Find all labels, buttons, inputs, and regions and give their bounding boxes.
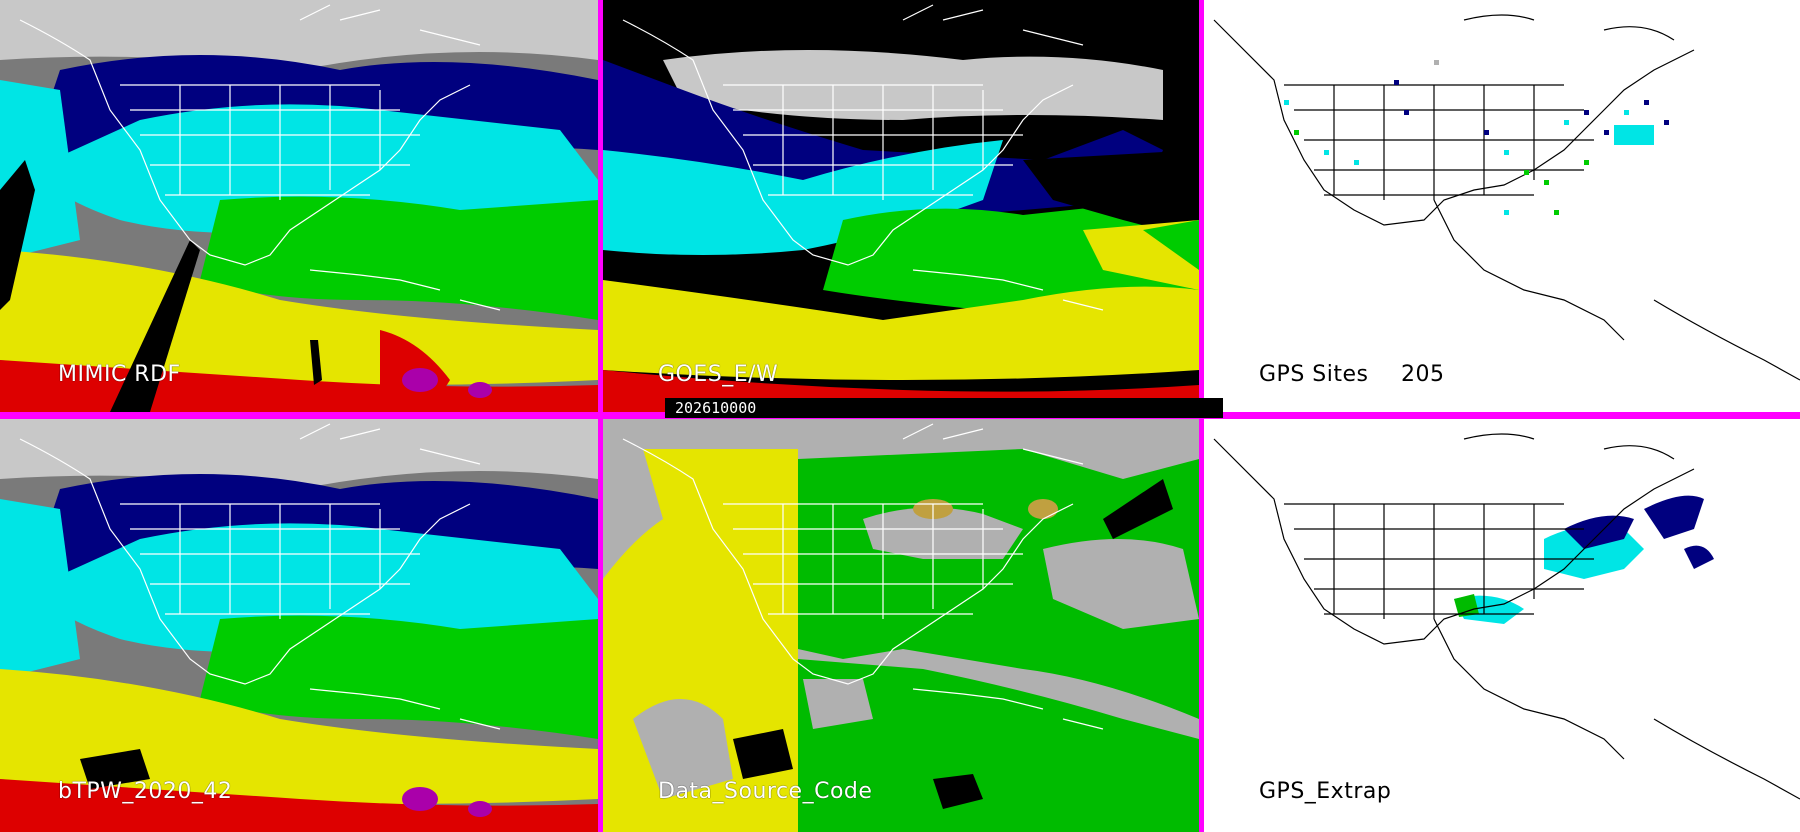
btpw-label: bTPW_2020_42 [58,779,233,804]
gps-extrap-panel: GPS_Extrap [1204,419,1800,832]
gps-sites-map [1213,14,1800,381]
goes-panel: GOES_E/W [603,0,1199,412]
btpw-map [0,419,598,832]
gps-sites-panel: GPS Sites 205 [1204,0,1800,412]
timestamp-bar: 202610000 [665,398,1223,418]
gps-site-markers [1284,60,1669,215]
mimic-map [0,0,598,412]
mimic-label: MIMIC RDF [58,362,181,387]
data-source-map [603,419,1199,832]
data-source-panel: Data_Source_Code [603,419,1199,832]
mimic-panel: MIMIC RDF [0,0,598,412]
gps-extrap-label: GPS_Extrap [1259,779,1392,804]
gps-extrap-map [1213,433,1800,800]
gps-sites-count: 205 [1401,362,1445,387]
gps-sites-label: GPS Sites [1259,362,1369,387]
goes-label: GOES_E/W [658,362,779,387]
data-source-label: Data_Source_Code [658,779,873,804]
goes-map [603,0,1199,412]
btpw-panel: bTPW_2020_42 [0,419,598,832]
